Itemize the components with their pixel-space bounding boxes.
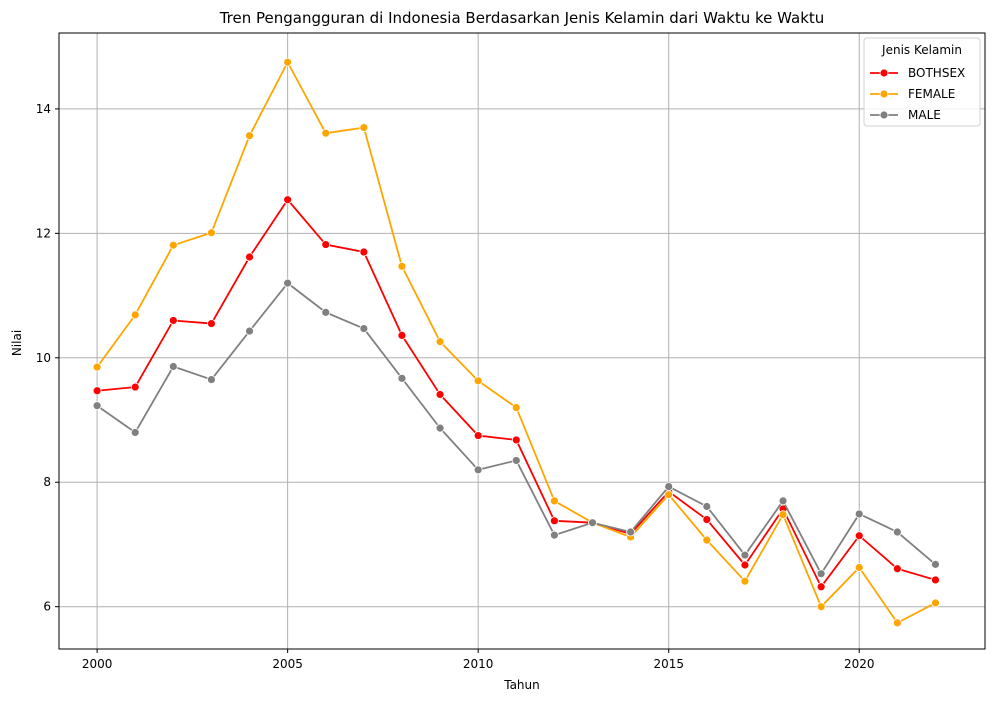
data-point-male: [321, 307, 331, 317]
series-line-male: [96, 282, 937, 575]
y-tick-label: 12: [36, 226, 51, 240]
y-axis-label: Nilai: [10, 330, 24, 356]
legend-label-female: FEMALE: [908, 87, 955, 101]
data-point-female: [130, 310, 140, 320]
data-point-male: [207, 375, 216, 384]
series-female: [92, 57, 940, 628]
chart-title: Tren Pengangguran di Indonesia Berdasark…: [219, 9, 825, 27]
data-point-male: [168, 362, 178, 371]
data-point-male: [931, 559, 940, 569]
data-point-male: [588, 518, 597, 528]
series-layer: [92, 57, 940, 628]
data-point-bothsex: [245, 252, 254, 262]
data-point-female: [816, 602, 826, 612]
data-point-male: [92, 401, 102, 411]
data-point-female: [778, 510, 788, 519]
legend-title: Jenis Kelamin: [881, 43, 962, 57]
data-point-male: [359, 324, 369, 333]
legend: Jenis Kelamin BOTHSEX FEMALE MALE: [863, 37, 981, 127]
y-tick-label: 10: [36, 351, 51, 365]
data-point-male: [473, 465, 483, 475]
legend-label-male: MALE: [908, 108, 941, 122]
legend-swatch-marker-male: [879, 110, 889, 120]
data-point-male: [130, 428, 140, 437]
data-point-female: [168, 240, 178, 250]
data-point-bothsex: [473, 431, 483, 440]
data-point-female: [473, 376, 483, 386]
data-point-female: [245, 131, 254, 141]
data-point-bothsex: [702, 515, 712, 524]
series-bothsex: [92, 195, 940, 592]
grid: [59, 33, 985, 649]
data-point-bothsex: [740, 560, 750, 570]
series-line-bothsex: [97, 198, 936, 588]
data-point-bothsex: [892, 564, 902, 574]
data-point-bothsex: [397, 330, 407, 340]
data-point-bothsex: [435, 390, 445, 399]
data-point-female: [702, 535, 712, 545]
data-point-bothsex: [931, 575, 940, 585]
data-point-male: [435, 423, 445, 433]
plot-frame: [58, 32, 986, 650]
data-point-bothsex: [321, 240, 331, 249]
data-point-male: [626, 527, 636, 537]
x-axis-label: Tahun: [503, 678, 540, 692]
data-point-bothsex: [207, 319, 216, 328]
x-tick-label: 2010: [463, 657, 494, 671]
x-tick-label: 2020: [844, 657, 875, 671]
data-point-bothsex: [168, 316, 178, 325]
data-point-female: [435, 337, 445, 347]
data-point-bothsex: [816, 582, 826, 592]
data-point-bothsex: [359, 247, 369, 257]
x-tick-label: 2000: [82, 657, 113, 671]
data-point-male: [245, 326, 254, 336]
data-point-bothsex: [283, 195, 293, 205]
data-point-male: [664, 482, 674, 492]
data-point-female: [397, 261, 407, 271]
data-point-female: [854, 563, 864, 572]
data-point-female: [664, 490, 674, 500]
series-male: [92, 278, 940, 579]
data-point-male: [892, 527, 902, 537]
data-point-female: [549, 496, 559, 506]
y-tick-label: 14: [36, 102, 51, 116]
data-point-female: [207, 228, 216, 238]
data-point-bothsex: [854, 531, 864, 541]
data-point-male: [511, 456, 521, 465]
y-tick-label: 6: [43, 600, 51, 614]
data-point-bothsex: [92, 386, 102, 396]
x-tick-label: 2015: [653, 657, 684, 671]
data-point-male: [397, 373, 407, 383]
data-point-male: [740, 550, 750, 560]
legend-box: [863, 37, 981, 127]
data-point-bothsex: [549, 516, 559, 526]
legend-label-bothsex: BOTHSEX: [908, 66, 965, 80]
data-point-female: [892, 618, 902, 628]
data-point-female: [511, 403, 521, 412]
data-point-male: [816, 569, 826, 579]
legend-swatch-marker-female: [879, 89, 889, 99]
data-point-female: [931, 598, 940, 608]
data-point-female: [283, 57, 293, 67]
axes: 2000 2005 2010 2015 2020 6 8 10 12 14: [36, 32, 986, 671]
data-point-male: [778, 496, 788, 506]
data-point-bothsex: [511, 435, 521, 445]
data-point-bothsex: [130, 382, 140, 392]
data-point-female: [321, 128, 331, 138]
data-point-male: [854, 509, 864, 519]
y-tick-label: 8: [43, 475, 51, 489]
legend-swatch-marker-bothsex: [879, 68, 889, 78]
data-point-female: [740, 576, 750, 586]
data-point-male: [283, 278, 293, 288]
data-point-male: [702, 502, 712, 511]
series-line-female: [96, 61, 936, 624]
data-point-male: [549, 530, 559, 540]
data-point-female: [359, 123, 369, 132]
x-tick-label: 2005: [272, 657, 303, 671]
data-point-female: [92, 362, 102, 372]
